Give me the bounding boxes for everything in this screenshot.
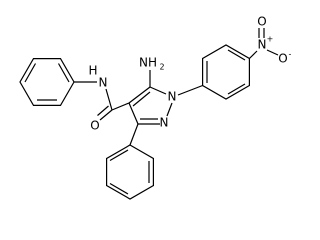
atom-label: N xyxy=(168,90,177,104)
atom-label: O xyxy=(257,15,266,29)
bond xyxy=(248,50,258,59)
atom-subscript: 2 xyxy=(159,63,164,72)
atom-label: H xyxy=(88,64,97,78)
atom-label: N xyxy=(258,38,267,52)
double-bond xyxy=(109,149,129,162)
atom-label: O xyxy=(90,119,99,133)
bond xyxy=(266,49,279,56)
structure: H N O NH 2 N N N + O - O xyxy=(19,15,292,200)
charge: + xyxy=(267,35,274,44)
bond xyxy=(166,102,173,117)
bond xyxy=(149,86,167,95)
double-bond xyxy=(97,105,109,116)
charge: - xyxy=(289,50,292,59)
double-bond xyxy=(227,49,246,61)
page: H N O NH 2 N N N + O - O (() => { const … xyxy=(19,14,292,200)
double-bond xyxy=(227,83,246,95)
atom-labels: H N O NH 2 N N N + O - O xyxy=(88,15,291,133)
atom-label: O xyxy=(278,52,287,66)
double-bond xyxy=(24,63,37,83)
double-bond xyxy=(57,63,70,83)
double-bond xyxy=(109,182,129,195)
phenyl-ring xyxy=(202,44,250,100)
bond xyxy=(128,86,151,104)
phenyl-ring xyxy=(19,57,75,107)
phenyl-ring xyxy=(105,144,154,200)
bond xyxy=(128,102,139,125)
bond xyxy=(111,102,130,111)
double-bond xyxy=(132,91,151,107)
bond xyxy=(129,123,139,146)
bond xyxy=(99,109,113,121)
bond xyxy=(105,88,113,111)
atom-label: NH xyxy=(139,56,157,70)
bonds xyxy=(19,28,279,200)
bond xyxy=(177,84,203,96)
atom-label: N xyxy=(160,116,169,130)
atom-label: N xyxy=(99,76,108,90)
